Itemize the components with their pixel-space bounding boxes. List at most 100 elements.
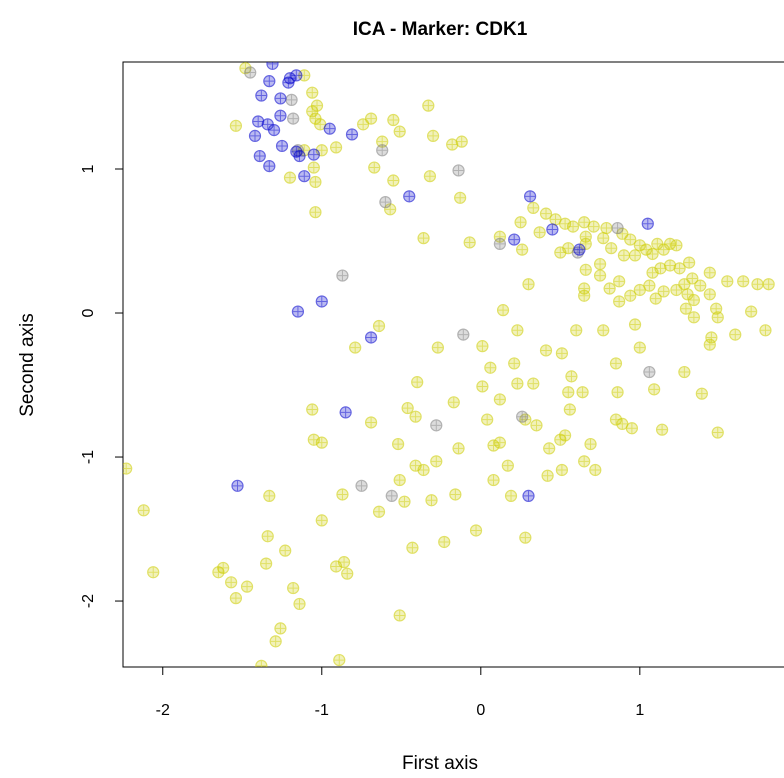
point-cross [494,393,506,405]
point [524,190,537,203]
point-cross [476,340,488,352]
point-cross [578,455,590,467]
point [711,311,724,324]
point-cross [306,105,318,117]
point-cross [338,556,350,568]
point-cross [449,488,461,500]
point [611,386,624,399]
point [613,275,626,288]
point-cross [123,463,132,475]
point-cross [282,77,294,89]
point [533,226,546,239]
point-cross [643,366,655,378]
point [426,129,440,142]
point-cross [704,288,716,300]
point [597,232,610,245]
point [570,324,583,337]
point-cross [365,113,377,125]
point [541,469,554,482]
point [315,295,328,308]
point-cross [488,474,500,486]
point-cross [394,474,406,486]
point [341,567,354,580]
point [368,161,381,174]
point [263,75,276,88]
point-cross [306,404,318,416]
point-cross [274,92,286,104]
point [687,311,700,324]
y-tick-label: -1 [80,450,97,464]
point [721,275,734,288]
point [609,357,623,370]
point [565,370,578,383]
point [255,659,268,667]
point [663,259,677,272]
point [522,489,535,503]
point [683,256,696,269]
point-cross [284,72,296,84]
point-cross [316,295,328,307]
point-cross [470,524,482,536]
point-cross [562,242,574,254]
point-cross [284,172,296,184]
point [123,462,133,475]
point [469,524,483,537]
point [422,99,435,112]
point [657,243,670,256]
point-cross [290,69,302,81]
point-cross [519,532,531,544]
point [452,442,465,455]
point [315,436,328,449]
point-cross [446,139,458,151]
point-cross [524,190,536,202]
point [364,112,378,125]
y-axis-label: Second axis [17,313,38,417]
point [333,653,346,667]
point-cross [605,242,617,254]
point-cross [231,480,243,492]
point [279,544,292,557]
point [501,459,514,472]
point-cross [324,123,336,135]
point [329,141,343,154]
point-cross [629,319,641,331]
point [643,365,656,379]
point [423,170,437,183]
point [496,304,510,317]
point [409,410,422,423]
point-cross [349,342,361,354]
points [123,62,775,667]
point-cross [260,558,272,570]
point [349,341,362,354]
point [678,365,691,379]
point [323,122,336,135]
point [603,282,616,295]
point [605,242,618,255]
point-cross [682,288,694,300]
point [240,580,254,593]
point [745,305,758,318]
point [306,403,319,416]
point [487,473,500,487]
point [217,561,230,575]
point-cross [494,437,506,449]
point-cross [386,490,398,502]
point [406,541,419,554]
point [649,292,662,305]
point-cross [373,320,385,332]
point [711,426,724,439]
point [376,144,389,157]
point-cross [678,278,690,290]
point [287,581,300,595]
point-cross [426,494,438,506]
point [511,324,524,337]
point [457,328,470,341]
point-cross [365,416,377,428]
point-cross [564,404,576,416]
point [546,223,559,236]
point-cross [262,530,274,542]
point-cross [456,136,468,148]
point-cross [745,306,757,318]
point-cross [651,238,663,250]
point [543,442,556,455]
